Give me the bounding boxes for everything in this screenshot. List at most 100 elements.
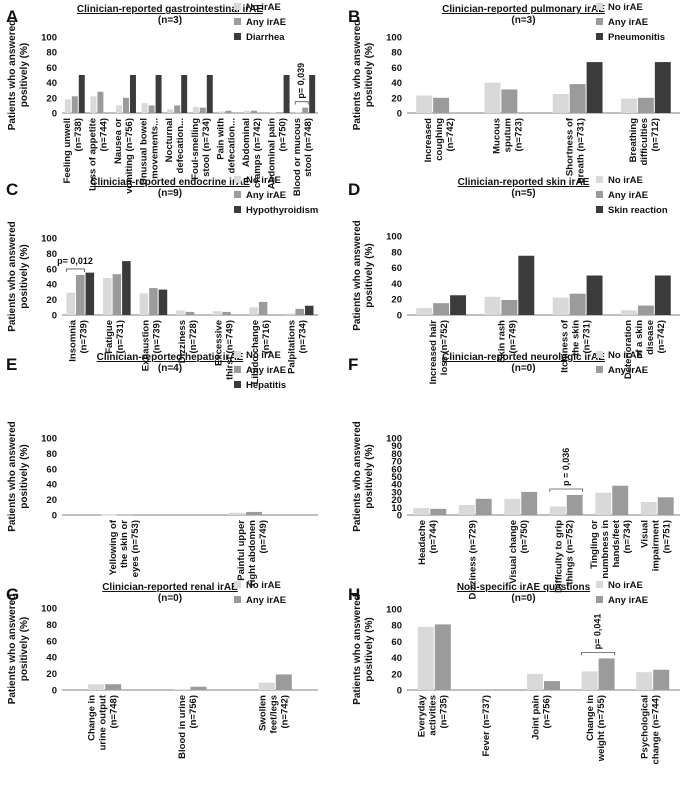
x-tick-label: Skin rash(n=749) (496, 320, 518, 363)
x-tick-label-line: Mucous (491, 118, 502, 154)
x-tick-label: Insomnia(n=739) (67, 319, 89, 361)
x-tick-label-line: (n=734) (298, 320, 309, 354)
legend-label: Any irAE (246, 190, 286, 201)
y-axis-label-line: Patients who answered (352, 421, 363, 532)
y-tick-label: 40 (391, 480, 402, 491)
bar (199, 107, 206, 113)
x-tick-label: Swollenfeet/legs(n=742) (257, 695, 290, 734)
legend-label: Any irAE (608, 17, 648, 28)
y-axis-label: Patients who answeredpositively (%) (7, 421, 30, 532)
bar (430, 508, 447, 515)
x-tick-label-line: Joint pain (531, 695, 542, 740)
bar (654, 275, 671, 315)
x-tick-label-line: Blood or mucous (292, 118, 303, 196)
y-tick-label: 60 (46, 636, 57, 647)
x-tick-label-line: the skin or (119, 520, 130, 568)
bar (174, 105, 181, 113)
y-axis-label-line: positively (%) (19, 444, 30, 508)
x-tick-label-line: sputum (502, 118, 513, 152)
y-tick-label: 90 (391, 441, 402, 452)
y-tick-label: 20 (391, 669, 402, 680)
y-tick-label: 100 (386, 434, 402, 445)
x-tick-label: Change inweight (n=755) (585, 695, 607, 762)
legend-swatch (234, 176, 241, 183)
bar (283, 75, 290, 113)
x-tick-label-line: vomiting (n=756) (124, 118, 135, 194)
x-tick-label: Fever (n=737) (481, 695, 492, 757)
panel-letter: H (348, 585, 360, 604)
bar (167, 109, 174, 113)
y-tick-label: 40 (391, 279, 402, 290)
x-tick-label-line: (n=734) (622, 520, 633, 554)
x-tick-label-line: Abdominal pain (267, 118, 278, 189)
bar (76, 274, 85, 315)
x-tick-label-line: Palpitations (287, 320, 298, 374)
x-tick-label: Deteriorationof a skindisease(n=742) (623, 320, 667, 379)
panel-letter: G (6, 585, 19, 604)
x-tick-label-line: (n=728) (188, 320, 199, 354)
x-tick-label: Visual change(n=750) (508, 520, 530, 584)
bar (653, 669, 670, 690)
legend-label: Skin reaction (608, 205, 668, 216)
panel-subtitle: (n=5) (511, 188, 535, 199)
bar (304, 305, 314, 315)
y-tick-label: 100 (386, 232, 402, 243)
bar (504, 498, 521, 515)
x-tick-label-line: Skin rash (496, 320, 507, 363)
bar (97, 91, 104, 113)
y-axis-label-line: positively (%) (364, 617, 375, 681)
bar (275, 674, 292, 690)
panel-f: F Clinician-reported neurologic irAE(n=0)… (348, 350, 680, 599)
x-tick-label-line: numbness in (600, 520, 611, 579)
legend-label: Any irAE (608, 595, 648, 606)
y-axis-label: Patients who answeredpositively (%) (352, 220, 375, 331)
bar (122, 261, 131, 315)
x-tick-label-line: impairment (650, 519, 661, 571)
x-tick-label-line: Swollen (257, 695, 268, 731)
x-tick-label: Tingling ornumbness inhands/feet(n=734) (589, 519, 633, 578)
bar (269, 112, 276, 114)
bar (251, 110, 257, 113)
bar (229, 512, 245, 515)
bar (569, 293, 586, 315)
x-tick-label-line: breath (n=731) (576, 118, 587, 183)
panel-letter: F (348, 355, 358, 374)
x-tick-label-line: (n=744) (428, 520, 439, 554)
y-tick-label: 40 (391, 78, 402, 89)
y-tick-label: 80 (46, 620, 57, 631)
x-tick-label-line: (n=750) (519, 520, 530, 554)
y-tick-label: 80 (391, 247, 402, 258)
legend-label: No irAE (608, 175, 643, 186)
panel-d: D Clinician-reported skin irAE(n=5) No irA… (348, 175, 680, 384)
x-tick-label-line: Visual change (508, 520, 519, 584)
x-tick-label-line: Dizziness (n=729) (467, 520, 478, 599)
x-tick-label-line: activities (427, 695, 438, 736)
x-tick-label-line: eyes (n=753) (130, 520, 141, 577)
x-tick-label: Headache(n=744) (417, 520, 439, 565)
bar (552, 94, 569, 113)
x-tick-label-line: the skin (571, 320, 582, 356)
legend-swatch (234, 33, 241, 40)
legend-swatch (234, 581, 241, 588)
legend-label: Hepatitis (246, 380, 286, 391)
y-tick-label: 20 (46, 295, 57, 306)
y-tick-label: 0 (397, 511, 402, 522)
x-tick-label: Excessivethirst (n=749) (214, 320, 236, 380)
legend-swatch (234, 596, 241, 603)
bar (105, 684, 122, 690)
x-tick-label-line: (n=748) (109, 695, 120, 729)
x-tick-label-line: Everyday (416, 694, 427, 737)
panel-title: Clinician-reported skin irAE (458, 177, 590, 188)
x-tick-label-line: Itchiness of (560, 319, 571, 373)
x-tick-label-line: (n=750) (278, 118, 289, 152)
panel-letter: B (348, 7, 360, 26)
bar (101, 514, 117, 516)
x-tick-label-line: of a skin (634, 320, 645, 359)
x-tick-label-line: Increased (423, 118, 434, 163)
bar (636, 672, 653, 690)
bar (518, 255, 535, 315)
bar (112, 274, 122, 315)
bar (637, 305, 654, 315)
bar (598, 658, 615, 690)
bar (586, 275, 603, 315)
